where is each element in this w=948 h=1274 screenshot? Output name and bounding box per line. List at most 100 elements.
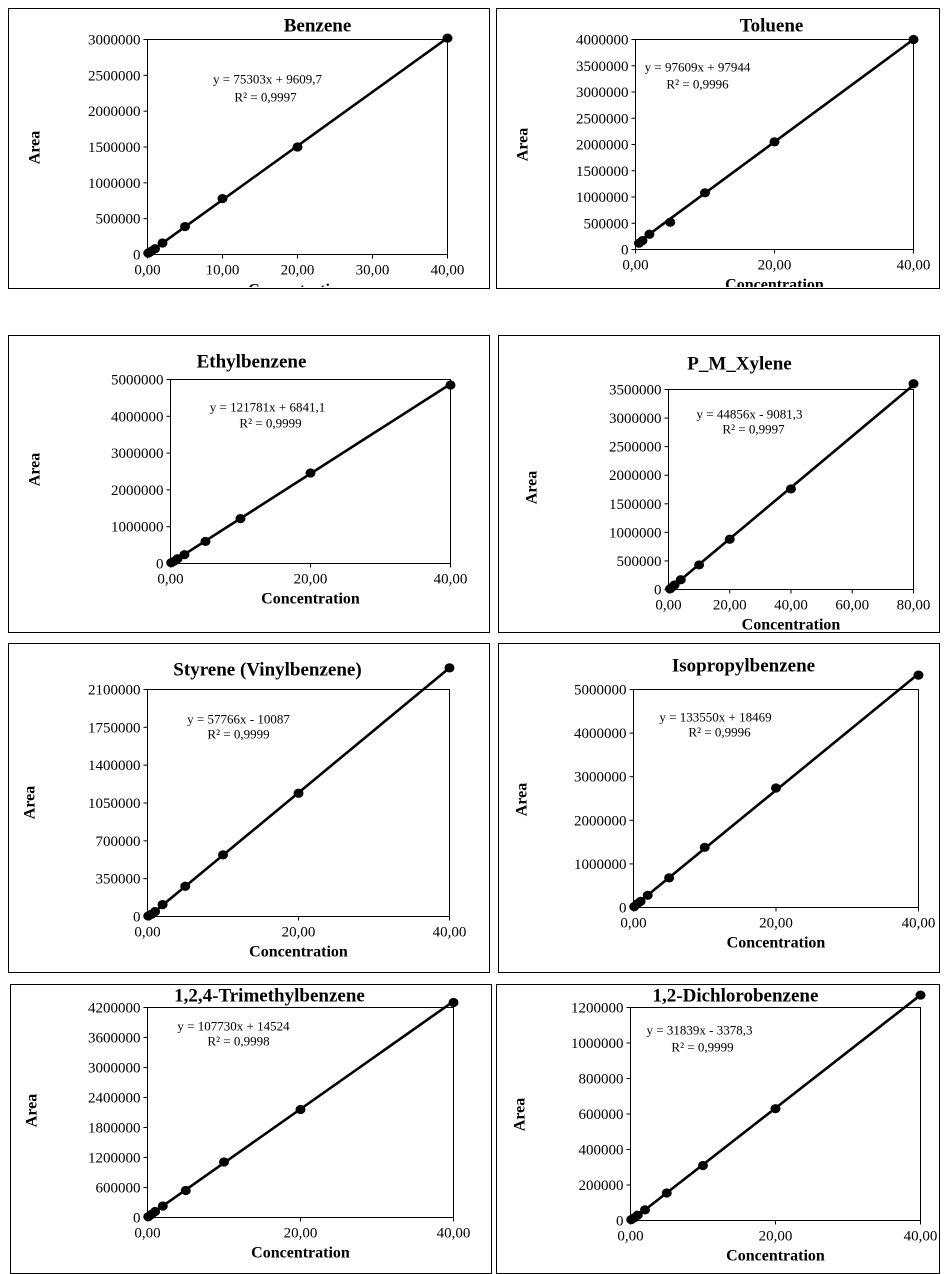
y-tick-label: 3500000 [576,59,629,75]
data-point [908,34,919,45]
x-tick-label: 60,00 [835,598,869,614]
data-point [770,1104,781,1114]
data-point [699,842,710,852]
data-point [694,560,705,570]
data-point [913,670,924,680]
y-tick-label: 1000000 [576,190,629,206]
y-axis-label: Area [515,128,532,161]
x-axis-label: Concentration [261,591,360,608]
data-point [637,235,648,246]
data-point [700,188,710,198]
data-point [150,244,160,254]
y-tick-label: 5000000 [574,683,627,699]
y-tick-label: 500000 [96,212,141,228]
trend-equation: y = 97609x + 97944 [645,60,751,75]
x-axis-label: Concentration [251,1245,350,1262]
y-tick-label: 500000 [584,216,629,232]
y-axis-label: Area [512,1098,529,1131]
r-squared: R² = 0,9996 [688,725,751,740]
x-tick-label: 20,00 [758,258,792,274]
y-tick-label: 3000000 [609,411,662,427]
trend-equation: y = 121781x + 6841,1 [210,400,325,415]
y-tick-label: 1400000 [88,758,141,774]
data-point [448,997,459,1008]
data-point [771,783,781,793]
data-point [644,229,655,239]
data-point [157,900,168,910]
y-tick-label: 0 [654,583,662,599]
chart-panel: Styrene (Vinylbenzene) 0 350000 700000 10500… [8,643,490,973]
y-tick-label: 1800000 [88,1121,141,1137]
y-tick-label: 3500000 [609,383,662,399]
chart-svg: Toluene 0 500000 1000000 1500000 2000000 25000… [515,16,931,288]
y-tick-label: 1200000 [88,1151,141,1167]
r-squared: R² = 0,9999 [671,1040,733,1055]
r-squared: R² = 0,9998 [207,1034,269,1049]
y-tick-label: 1500000 [88,140,141,156]
x-tick-label: 20,00 [282,925,316,941]
y-tick-label: 2000000 [609,468,662,484]
data-point [200,536,211,547]
y-axis-label: Area [24,1094,41,1127]
data-point [235,514,246,524]
data-point [157,1201,168,1211]
chart-title: Isopropylbenzene [672,656,815,677]
trend-equation: y = 75303x + 9609,7 [213,72,322,87]
data-point [180,881,191,891]
y-tick-label: 350000 [96,872,141,888]
trend-equation: y = 133550x + 18469 [659,710,771,725]
x-tick-label: 40,00 [897,258,931,274]
y-tick-label: 2400000 [88,1091,141,1107]
y-tick-label: 0 [133,1211,141,1227]
data-point [642,890,653,900]
y-tick-label: 1000000 [111,520,164,536]
chart-panel: Isopropylbenzene 0 1000000 2000000 3000000 40… [498,643,940,973]
chart-panel: Toluene 0 500000 1000000 1500000 2000000 25000… [496,8,940,289]
y-tick-label: 1050000 [88,796,141,812]
x-axis-label: Concentration [725,277,824,288]
r-squared: R² = 0,9996 [666,77,729,92]
x-tick-label: 20,00 [281,263,315,279]
data-point [665,217,676,227]
x-tick-label: 20,00 [713,598,747,614]
data-point [217,194,228,204]
x-axis-label: Concentration [248,282,347,288]
y-tick-label: 1000000 [574,857,627,873]
chart-svg: Isopropylbenzene 0 1000000 2000000 3000000 40… [514,656,936,952]
y-tick-label: 500000 [617,554,662,570]
x-tick-label: 0,00 [622,258,648,274]
y-axis-label: Area [524,471,541,504]
data-point [180,1185,191,1196]
x-tick-label: 0,00 [617,1229,643,1245]
x-tick-label: 0,00 [134,263,160,279]
data-point [305,468,316,478]
x-axis-label: Concentration [727,935,826,952]
y-tick-label: 5000000 [111,373,164,389]
y-tick-label: 1000000 [571,1036,624,1052]
y-tick-label: 1000000 [609,525,662,541]
y-tick-label: 2000000 [576,138,629,154]
chart-title: 1,2-Dichlorobenzene [653,986,819,1007]
y-tick-label: 0 [133,910,141,926]
y-tick-label: 0 [621,243,629,259]
chart-panel: Ethylbenzene 0 1000000 2000000 3000000 400000… [8,335,490,633]
chart-title: 1,2,4-Trimethylbenzene [174,986,365,1007]
x-tick-label: 0,00 [157,572,183,588]
y-tick-label: 3000000 [574,770,627,786]
y-tick-label: 3600000 [88,1031,141,1047]
chart-svg: Styrene (Vinylbenzene) 0 350000 700000 10500… [22,660,467,961]
chart-panel: 1,2,4-Trimethylbenzene 0 600000 1200000 1800… [10,984,492,1274]
x-tick-label: 10,00 [206,263,240,279]
y-tick-label: 1500000 [609,497,662,513]
y-axis-label: Area [27,131,44,164]
y-tick-label: 0 [616,1214,624,1230]
r-squared: R² = 0,9997 [234,90,297,105]
y-tick-label: 1500000 [576,164,629,180]
x-tick-label: 80,00 [897,598,931,614]
data-point [295,1104,306,1115]
x-tick-label: 40,00 [433,925,467,941]
data-point [661,1188,672,1198]
y-axis-label: Area [514,783,531,816]
data-point [664,873,675,883]
y-tick-label: 1000000 [88,176,141,192]
